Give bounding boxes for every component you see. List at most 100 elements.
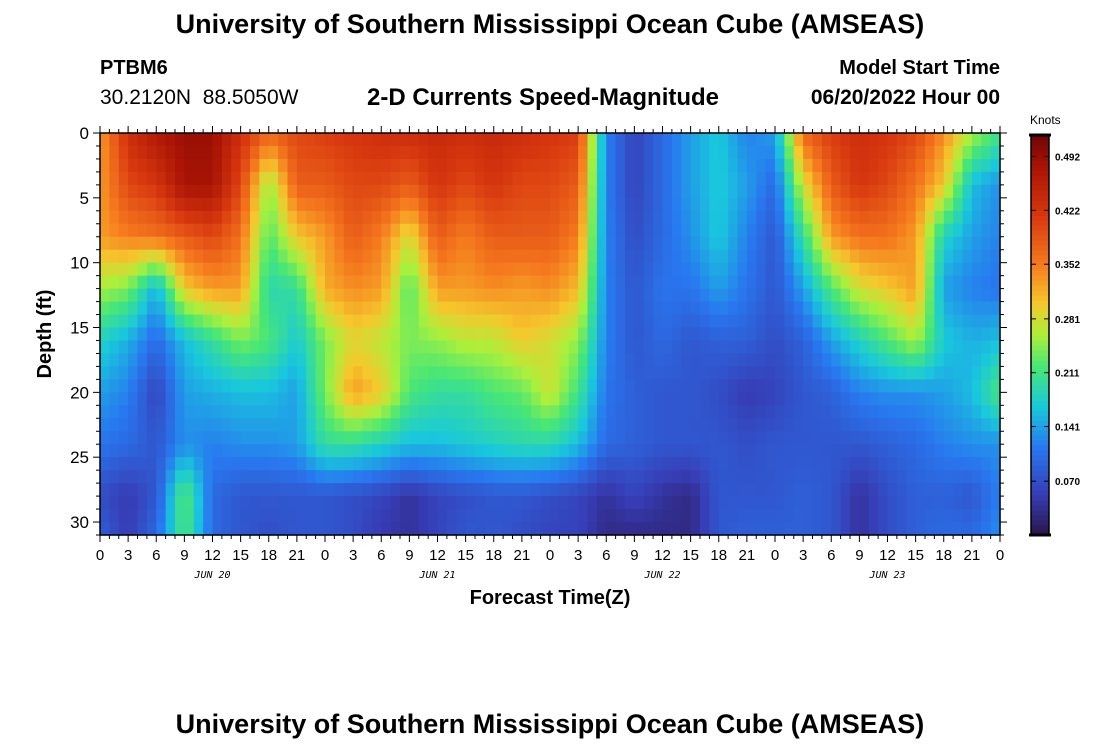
colorbar-segment bbox=[1031, 510, 1049, 516]
heatmap-cell bbox=[803, 444, 814, 458]
heatmap-cell bbox=[700, 353, 710, 368]
heatmap-cell bbox=[503, 522, 514, 536]
heatmap-cell bbox=[596, 158, 607, 173]
heatmap-cell bbox=[718, 223, 729, 238]
heatmap-cell bbox=[353, 353, 364, 368]
heatmap-cell bbox=[634, 444, 645, 458]
heatmap-cell bbox=[334, 340, 345, 355]
heatmap-cell bbox=[437, 197, 448, 212]
heatmap-cell bbox=[400, 509, 410, 523]
heatmap-cell bbox=[793, 483, 804, 497]
heatmap-cell bbox=[287, 353, 298, 368]
heatmap-cell bbox=[193, 418, 204, 432]
heatmap-cell bbox=[746, 483, 757, 497]
heatmap-cell bbox=[334, 210, 345, 225]
heatmap-cell bbox=[671, 522, 682, 536]
heatmap-cell bbox=[831, 197, 842, 212]
heatmap-cell bbox=[981, 522, 992, 536]
heatmap-cell bbox=[165, 249, 176, 264]
heatmap-cell bbox=[878, 249, 889, 264]
heatmap-cell bbox=[540, 366, 551, 380]
heatmap-cell bbox=[840, 249, 851, 264]
heatmap-cell bbox=[971, 340, 982, 355]
heatmap-cell bbox=[812, 418, 823, 432]
heatmap-cell bbox=[596, 249, 607, 264]
heatmap-cell bbox=[793, 392, 804, 406]
heatmap-cell bbox=[437, 327, 448, 342]
heatmap-cell bbox=[353, 262, 364, 277]
heatmap-cell bbox=[971, 392, 982, 406]
heatmap-cell bbox=[156, 301, 167, 316]
heatmap-cell bbox=[681, 301, 692, 316]
heatmap-cell bbox=[531, 483, 542, 497]
colorbar-segment bbox=[1031, 485, 1049, 491]
heatmap-cell bbox=[718, 522, 729, 536]
heatmap-cell bbox=[512, 197, 523, 212]
heatmap-cell bbox=[775, 301, 785, 316]
colorbar-segment bbox=[1031, 505, 1049, 511]
heatmap-cell bbox=[409, 249, 420, 264]
heatmap-cell bbox=[306, 340, 317, 355]
heatmap-cell bbox=[493, 496, 504, 510]
heatmap-cell bbox=[859, 249, 870, 264]
heatmap-cell bbox=[578, 301, 589, 316]
heatmap-cell bbox=[428, 314, 439, 329]
heatmap-cell bbox=[212, 275, 223, 290]
heatmap-cell bbox=[728, 223, 739, 238]
heatmap-cell bbox=[118, 145, 129, 160]
heatmap-cell bbox=[156, 327, 167, 342]
heatmap-cell bbox=[456, 522, 467, 536]
colorbar-tick-label: 0.281 bbox=[1055, 315, 1080, 326]
heatmap-cell bbox=[278, 509, 289, 523]
heatmap-cell bbox=[990, 483, 1001, 497]
colorbar-segment bbox=[1031, 240, 1049, 246]
heatmap-cell bbox=[681, 457, 692, 471]
colorbar-tick-label: 0.141 bbox=[1055, 423, 1080, 434]
heatmap-cell bbox=[915, 210, 926, 225]
heatmap-cell bbox=[559, 249, 570, 264]
heatmap-cell bbox=[718, 418, 729, 432]
heatmap-cell bbox=[953, 496, 964, 510]
heatmap-cell bbox=[343, 457, 354, 471]
heatmap-cell bbox=[531, 405, 542, 419]
colorbar-segment bbox=[1031, 205, 1049, 211]
heatmap-cell bbox=[587, 236, 598, 251]
heatmap-cell bbox=[212, 301, 223, 316]
heatmap-cell bbox=[128, 496, 139, 510]
heatmap-cell bbox=[446, 392, 457, 406]
heatmap-cell bbox=[887, 405, 898, 419]
heatmap-cell bbox=[446, 171, 457, 186]
heatmap-cell bbox=[559, 158, 570, 173]
heatmap-cell bbox=[906, 392, 917, 406]
heatmap-cell bbox=[793, 366, 804, 380]
heatmap-cell bbox=[653, 171, 664, 186]
heatmap-cell bbox=[859, 210, 870, 225]
heatmap-cell bbox=[700, 431, 710, 445]
heatmap-cell bbox=[709, 470, 720, 484]
heatmap-cell bbox=[784, 405, 795, 419]
heatmap-cell bbox=[784, 145, 795, 160]
heatmap-cell bbox=[643, 197, 654, 212]
heatmap-cell bbox=[718, 145, 729, 160]
colorbar-segment bbox=[1031, 235, 1049, 241]
heatmap-cell bbox=[615, 158, 626, 173]
heatmap-cell bbox=[690, 470, 701, 484]
heatmap-cell bbox=[250, 210, 260, 225]
heatmap-cell bbox=[775, 522, 785, 536]
heatmap-cell bbox=[100, 158, 110, 173]
heatmap-cell bbox=[615, 133, 626, 147]
heatmap-cell bbox=[550, 236, 560, 251]
heatmap-cell bbox=[428, 392, 439, 406]
heatmap-cell bbox=[690, 223, 701, 238]
heatmap-cell bbox=[887, 158, 898, 173]
heatmap-cell bbox=[971, 275, 982, 290]
heatmap-cell bbox=[128, 405, 139, 419]
heatmap-cell bbox=[437, 236, 448, 251]
heatmap-cell bbox=[653, 236, 664, 251]
heatmap-cell bbox=[240, 457, 251, 471]
heatmap-cell bbox=[953, 366, 964, 380]
heatmap-cell bbox=[953, 483, 964, 497]
heatmap-cell bbox=[718, 184, 729, 199]
heatmap-cell bbox=[315, 197, 326, 212]
heatmap-cell bbox=[718, 327, 729, 342]
